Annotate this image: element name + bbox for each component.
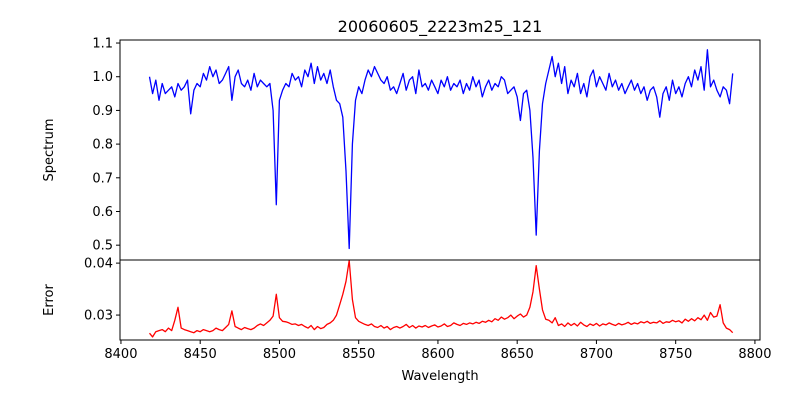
x-tick-label: 8400 xyxy=(104,347,137,362)
spectrum-series-line xyxy=(148,49,734,250)
x-tick-label: 8450 xyxy=(184,347,217,362)
y-axis-label-error: Error xyxy=(42,284,57,316)
x-tick-label: 8750 xyxy=(659,347,692,362)
spectrum-y-tick-label: 0.7 xyxy=(92,171,113,186)
error-series-line xyxy=(149,259,734,338)
spectrum-y-tick-label: 1.1 xyxy=(92,37,113,52)
x-tick-label: 8500 xyxy=(263,347,296,362)
spectrum-y-tick-label: 0.8 xyxy=(92,138,113,153)
x-tick-label: 8600 xyxy=(421,347,454,362)
spectrum-y-tick-label: 0.5 xyxy=(92,239,113,254)
x-tick-label: 8800 xyxy=(738,347,771,362)
x-axis-label: Wavelength xyxy=(401,369,478,384)
chart-title: 20060605_2223m25_121 xyxy=(338,17,543,37)
spectrum-y-tick-label: 0.6 xyxy=(92,205,113,220)
error-axes-frame xyxy=(119,259,761,341)
error-y-tick-label: 0.04 xyxy=(84,257,113,272)
x-tick-label: 8700 xyxy=(580,347,613,362)
x-tick-label: 8550 xyxy=(342,347,375,362)
y-axis-label-spectrum: Spectrum xyxy=(42,119,57,182)
spectrum-y-tick-label: 1.0 xyxy=(92,70,113,85)
spectrum-y-tick-label: 0.9 xyxy=(92,104,113,119)
x-tick-label: 8650 xyxy=(501,347,534,362)
error-y-tick-label: 0.03 xyxy=(84,309,113,324)
